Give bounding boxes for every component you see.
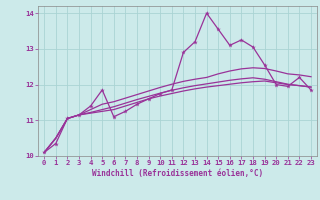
X-axis label: Windchill (Refroidissement éolien,°C): Windchill (Refroidissement éolien,°C): [92, 169, 263, 178]
